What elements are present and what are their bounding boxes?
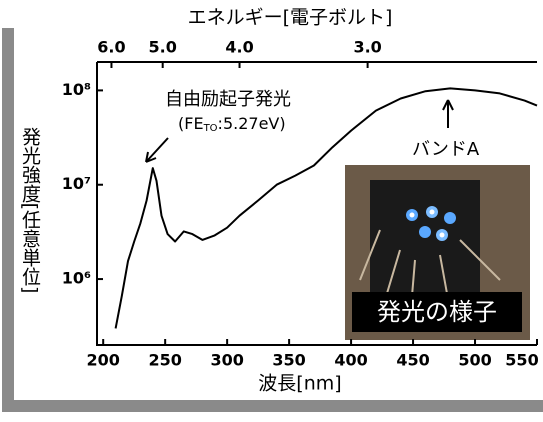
y-tick-label: 10⁸ [62, 80, 91, 99]
y-tick-label: 10⁷ [62, 174, 91, 193]
annotation-sub: TO [203, 123, 218, 134]
annotation: バンドA [412, 139, 480, 160]
x-tick-label: 450 [396, 351, 429, 370]
chart: エネルギー[電子ボルト] 波長[nm] 発光強度[任意単位] 発光の様子 自由励… [0, 0, 543, 418]
x2-axis-label: エネルギー[電子ボルト] [188, 7, 393, 29]
x-tick-label: 350 [272, 351, 305, 370]
x-tick-label: 300 [210, 351, 243, 370]
annotation: 自由励起子発光 [165, 89, 291, 110]
annotation-part: :5.27eV) [218, 114, 286, 133]
x-tick-label: 500 [458, 351, 491, 370]
x2-tick-label: 6.0 [97, 38, 125, 57]
x-tick-label: 250 [148, 351, 181, 370]
inset-caption: 発光の様子 [377, 298, 497, 326]
x-axis-label: 波長[nm] [258, 373, 341, 395]
y-axis-label: 発光強度[任意単位] [19, 126, 41, 293]
x-tick-label: 400 [334, 351, 367, 370]
x-tick-label: 550 [505, 351, 538, 370]
frame-left [2, 28, 14, 412]
annotation: (FETO:5.27eV) [178, 114, 286, 135]
x-tick-label: 200 [86, 351, 119, 370]
y-tick-label: 10⁶ [62, 269, 91, 288]
x2-tick-label: 4.0 [225, 38, 253, 57]
x2-tick-label: 3.0 [353, 38, 381, 57]
annotation-part: (FE [178, 114, 204, 133]
x2-tick-label: 5.0 [149, 38, 177, 57]
frame-bottom [2, 400, 543, 412]
